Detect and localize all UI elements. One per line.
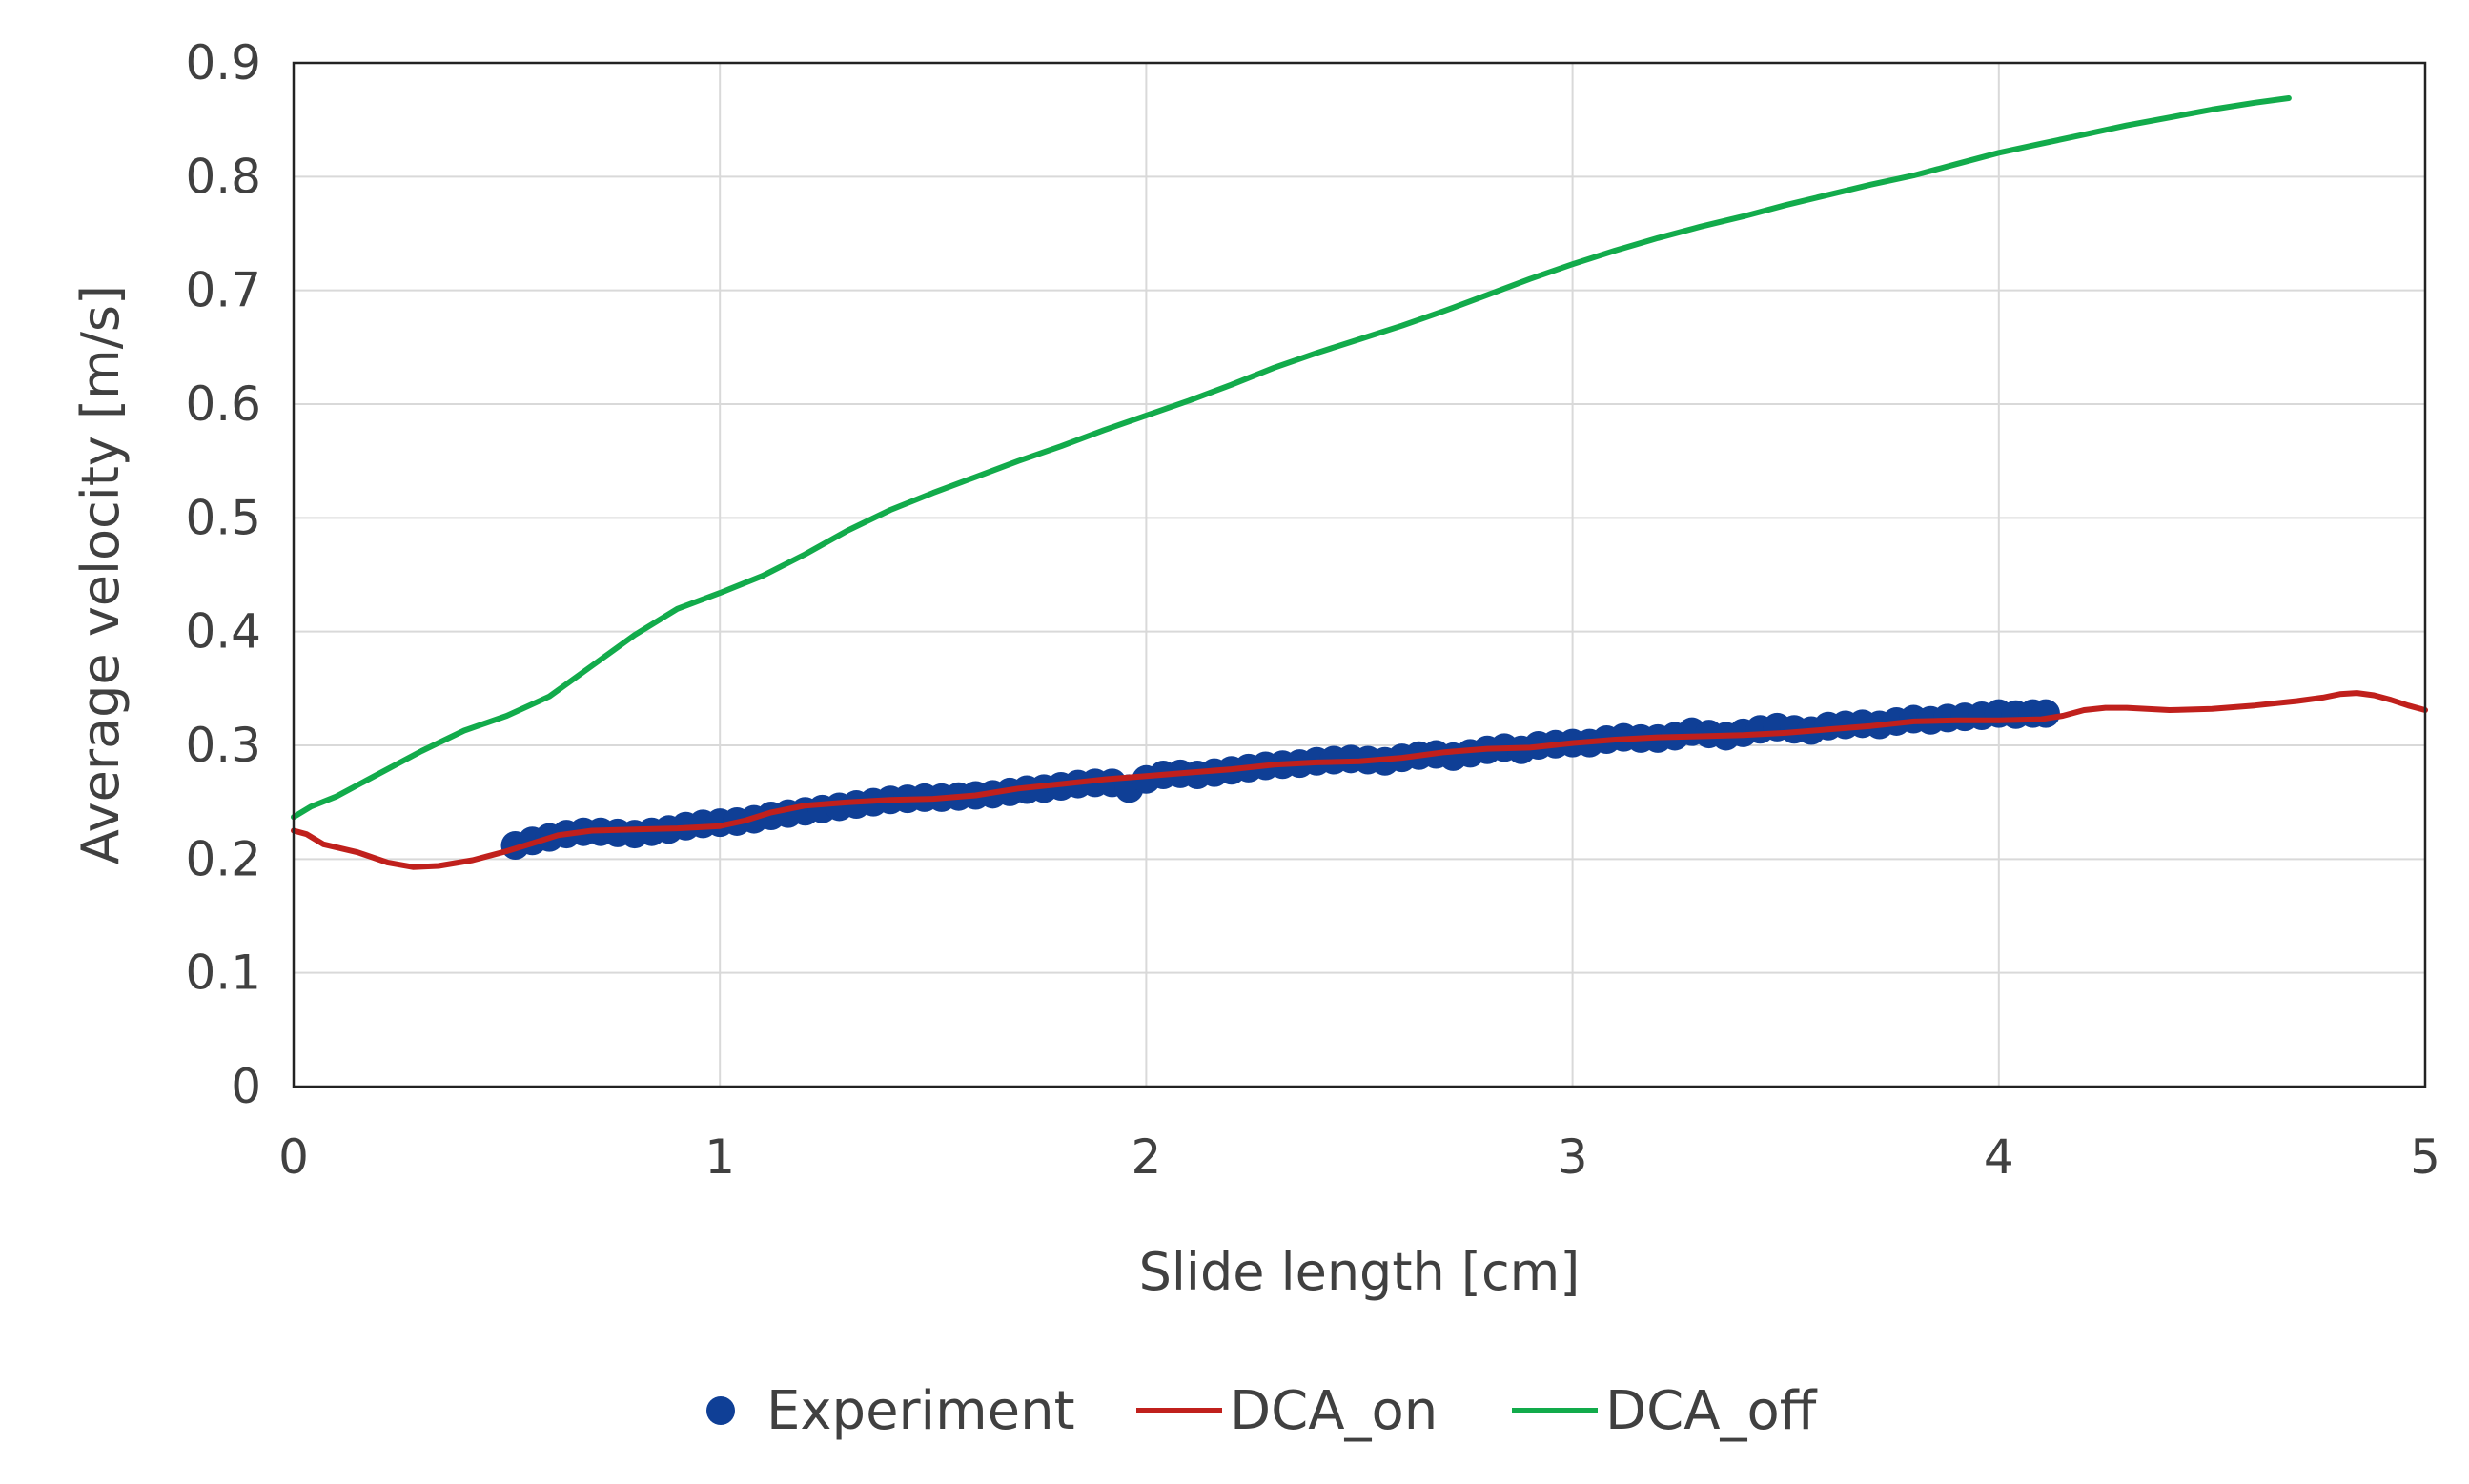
series-line-dca-off <box>291 95 2292 821</box>
series-line-dca-on <box>291 690 2428 870</box>
legend-label: Experiment <box>766 1380 1075 1442</box>
x-tick-label: 3 <box>1558 1129 1588 1185</box>
y-tick-label: 0.3 <box>185 718 261 773</box>
y-tick-label: 0.5 <box>185 490 261 545</box>
y-tick-label: 0.1 <box>185 945 261 1001</box>
legend-item-dca-on: DCA_on <box>1136 1380 1438 1442</box>
y-tick-label: 0 <box>231 1059 261 1114</box>
x-tick-label: 2 <box>1131 1129 1161 1185</box>
x-axis-ticks: 0 1 2 3 4 5 <box>278 1129 2440 1185</box>
legend-label: DCA_on <box>1230 1380 1438 1442</box>
y-tick-label: 0.4 <box>185 604 261 660</box>
x-axis-title: Slide length [cm] <box>1139 1242 1581 1302</box>
legend-label: DCA_off <box>1605 1380 1818 1442</box>
y-tick-label: 0.6 <box>185 376 261 432</box>
x-tick-label: 0 <box>278 1129 309 1185</box>
plot-frame <box>292 61 2427 1088</box>
experiment-point <box>2030 699 2060 728</box>
plot-series <box>291 95 2428 870</box>
x-tick-label: 5 <box>2410 1129 2440 1185</box>
y-tick-label: 0.2 <box>185 831 261 886</box>
legend-item-dca-off: DCA_off <box>1512 1380 1818 1442</box>
y-axis-title: Average velocity [m/s] <box>71 285 131 864</box>
legend-marker-dot <box>706 1396 735 1425</box>
legend-item-experiment: Experiment <box>706 1380 1075 1442</box>
series-experiment-points <box>500 699 2060 861</box>
y-tick-label: 0.8 <box>185 149 261 204</box>
x-tick-label: 1 <box>704 1129 735 1185</box>
legend: Experiment DCA_on DCA_off <box>706 1380 1818 1442</box>
y-axis-ticks: 0 0.1 0.2 0.3 0.4 0.5 0.6 0.7 0.8 0.9 <box>185 35 261 1114</box>
y-tick-label: 0.9 <box>185 35 261 91</box>
y-tick-label: 0.7 <box>185 263 261 318</box>
x-tick-label: 4 <box>1984 1129 2014 1185</box>
